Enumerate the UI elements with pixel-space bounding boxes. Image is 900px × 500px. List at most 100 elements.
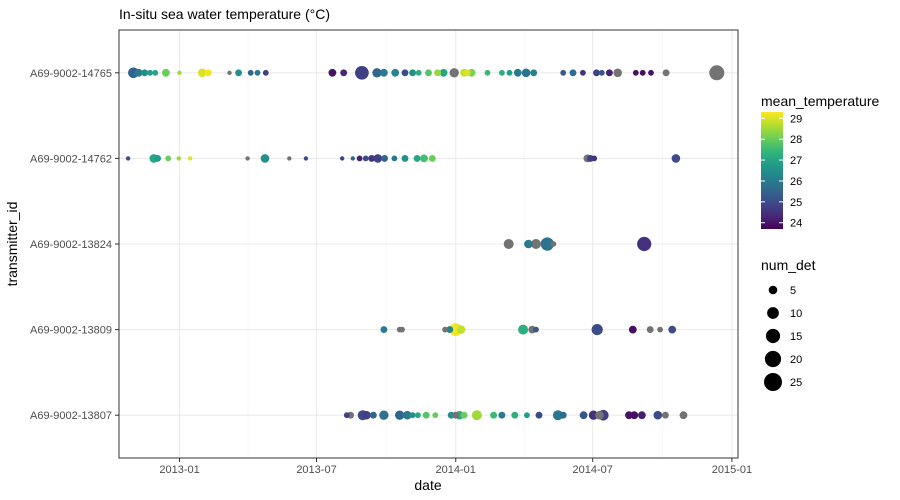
data-point [403, 410, 412, 420]
data-point [340, 69, 348, 77]
data-point [511, 411, 519, 419]
data-point [648, 69, 654, 76]
data-point [425, 69, 432, 77]
data-point [401, 69, 409, 77]
data-point [552, 410, 563, 421]
data-point [598, 69, 605, 76]
color-tick-label: 28 [790, 134, 802, 146]
x-tick-label: 2013-01 [159, 464, 199, 476]
data-point [247, 69, 254, 76]
data-point [591, 324, 603, 336]
data-point [391, 155, 398, 162]
data-point [380, 68, 388, 77]
size-legend-title: num_det [761, 257, 816, 273]
data-point [235, 69, 243, 77]
data-point [662, 69, 670, 77]
size-key-circle [767, 307, 779, 319]
data-point [369, 411, 377, 419]
data-point [380, 326, 388, 334]
data-point [165, 155, 172, 162]
data-point [409, 69, 417, 77]
size-key-label: 15 [790, 331, 802, 343]
data-point [254, 69, 261, 76]
size-key-circle [765, 328, 781, 344]
color-tick-label: 29 [790, 113, 802, 125]
x-tick-label: 2015-01 [712, 464, 752, 476]
x-tick-label: 2014-07 [573, 464, 613, 476]
data-point [613, 68, 622, 78]
color-tick-label: 24 [790, 218, 802, 230]
data-point [154, 154, 162, 162]
data-point [449, 68, 459, 78]
data-point [471, 410, 482, 421]
data-point [628, 325, 637, 334]
data-point [372, 68, 382, 78]
size-key-label: 10 [790, 308, 802, 320]
data-point [420, 154, 428, 163]
data-point [521, 68, 531, 78]
x-axis-ticks: 2013-01 2013-07 2014-01 2014-07 2015-01 [159, 458, 752, 476]
data-point [530, 69, 538, 77]
data-point [413, 154, 421, 162]
data-point [245, 156, 250, 161]
y-tick-label: A69-9002-14762 [30, 153, 112, 165]
data-point [513, 68, 522, 77]
size-key-label: 25 [790, 377, 802, 389]
data-point [227, 70, 232, 76]
data-point [260, 154, 270, 163]
data-point [401, 154, 409, 162]
color-tick-label: 25 [790, 197, 802, 209]
data-point [428, 154, 436, 162]
size-key-label: 20 [790, 354, 802, 366]
data-point [362, 155, 369, 162]
data-point [415, 412, 421, 419]
data-point [379, 410, 389, 420]
plot-panel [118, 29, 739, 459]
data-point [671, 154, 681, 163]
size-key-circle [764, 373, 782, 391]
data-point [580, 69, 586, 76]
data-point [197, 68, 207, 78]
data-point [452, 411, 460, 419]
color-bar [761, 112, 783, 229]
data-point [432, 412, 439, 419]
data-point [531, 239, 541, 249]
data-point [593, 69, 600, 77]
data-point [152, 69, 159, 76]
data-point [409, 412, 416, 419]
size-legend-keys: 5 10 15 20 25 [764, 285, 802, 391]
data-point [668, 325, 677, 334]
data-point [177, 70, 182, 76]
data-point [657, 326, 663, 333]
data-point [415, 69, 422, 76]
data-point [356, 155, 363, 162]
data-point [560, 69, 567, 76]
data-point [595, 410, 604, 420]
data-point [679, 411, 688, 420]
data-point [540, 237, 554, 251]
data-point [368, 154, 376, 162]
data-point [303, 156, 309, 161]
data-point [498, 411, 506, 419]
data-point [362, 410, 371, 420]
data-point [591, 155, 598, 162]
data-point [395, 410, 405, 420]
data-point [373, 154, 383, 163]
data-point [456, 325, 466, 334]
size-key-label: 5 [790, 285, 796, 297]
data-point [646, 326, 654, 334]
size-key-circle [768, 285, 778, 295]
x-tick-label: 2013-07 [296, 464, 336, 476]
legend: mean_temperature 24 25 26 27 28 29 num_det 5 1… [761, 93, 880, 391]
data-points [125, 65, 725, 421]
data-point [460, 411, 468, 419]
data-point [381, 154, 389, 162]
data-point [639, 69, 646, 76]
data-point [524, 412, 530, 419]
data-point [588, 410, 599, 420]
data-point [605, 69, 613, 77]
y-tick-label: A69-9002-13809 [30, 325, 112, 337]
y-tick-label: A69-9002-14765 [30, 68, 112, 80]
data-point [559, 411, 567, 419]
